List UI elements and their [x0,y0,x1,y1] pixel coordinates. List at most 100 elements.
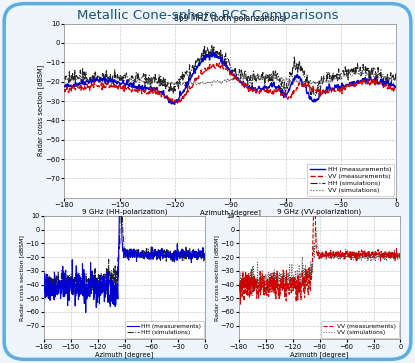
VV (measurements) [285,96,290,100]
HH (measurements) [83,310,88,315]
VV (simulations) [312,82,317,86]
HH (simulations) [394,76,399,80]
HH (measurements) [209,50,214,54]
VV (simulations) [250,293,255,298]
VV (simulations) [394,77,399,82]
VV (simulations) [364,70,369,74]
HH (simulations) [117,214,122,218]
Legend: HH (measurements), HH (simulations): HH (measurements), HH (simulations) [125,321,204,338]
HH (simulations) [83,293,88,297]
VV (simulations) [258,76,263,81]
VV (simulations) [278,288,283,293]
Line: VV (simulations): VV (simulations) [64,72,396,87]
VV (measurements) [359,251,364,255]
VV (simulations) [398,255,403,260]
X-axis label: Azimuth [degree]: Azimuth [degree] [200,209,261,216]
HH (measurements) [70,257,75,262]
VV (measurements) [265,277,270,282]
X-axis label: Azimuth [degree]: Azimuth [degree] [290,351,349,358]
VV (measurements) [217,61,222,65]
HH (simulations) [209,43,214,47]
Title: 9 GHz (VV-polarization): 9 GHz (VV-polarization) [278,208,361,215]
HH (simulations) [121,76,126,80]
HH (measurements) [121,78,126,83]
VV (simulations) [236,277,241,282]
HH (measurements) [259,88,264,92]
Legend: HH (measurements), VV (measurements), HH (simulations), VV (simulations): HH (measurements), VV (measurements), HH… [307,163,394,196]
HH (simulations) [147,78,152,82]
Legend: VV (measurements), VV (simulations): VV (measurements), VV (simulations) [321,321,399,338]
VV (simulations) [212,80,217,84]
VV (measurements) [313,87,318,91]
VV (simulations) [313,226,318,231]
VV (measurements) [238,302,243,306]
Title: 869 MHZ (both polarizations): 869 MHZ (both polarizations) [174,14,287,23]
VV (simulations) [121,80,126,84]
VV (measurements) [236,281,241,285]
HH (simulations) [258,76,263,81]
VV (simulations) [156,85,161,89]
VV (measurements) [332,253,337,257]
HH (measurements) [164,252,168,256]
Line: HH (measurements): HH (measurements) [64,52,396,104]
HH (measurements) [150,251,155,256]
Line: VV (measurements): VV (measurements) [64,63,396,102]
HH (simulations) [284,81,289,86]
Y-axis label: Radar cross section [dBSM]: Radar cross section [dBSM] [214,235,219,321]
HH (measurements) [313,97,318,102]
HH (simulations) [312,92,317,97]
VV (measurements) [62,87,67,91]
Y-axis label: Radar cross section [dBSM]: Radar cross section [dBSM] [37,65,44,156]
HH (simulations) [46,296,51,300]
HH (measurements) [137,253,142,258]
HH (measurements) [203,253,208,257]
HH (measurements) [117,214,122,218]
VV (simulations) [62,74,67,78]
HH (measurements) [172,102,177,106]
VV (measurements) [398,251,403,255]
Line: VV (simulations): VV (simulations) [239,228,400,295]
VV (simulations) [345,254,350,258]
VV (simulations) [332,255,337,260]
VV (measurements) [121,87,126,92]
HH (simulations) [164,253,168,257]
Line: HH (measurements): HH (measurements) [44,216,205,313]
HH (simulations) [41,292,46,296]
HH (measurements) [394,83,399,88]
HH (simulations) [203,252,208,256]
VV (measurements) [212,66,217,70]
HH (simulations) [137,254,142,258]
VV (measurements) [173,100,178,105]
HH (measurements) [41,291,46,295]
VV (measurements) [278,277,283,282]
VV (simulations) [265,289,270,293]
Text: Metallic Cone-sphere RCS Comparisons: Metallic Cone-sphere RCS Comparisons [77,9,338,22]
VV (measurements) [394,85,399,90]
HH (simulations) [70,274,75,278]
VV (measurements) [310,261,315,265]
HH (measurements) [213,53,218,58]
VV (measurements) [259,88,264,92]
Line: VV (measurements): VV (measurements) [239,216,400,304]
HH (measurements) [147,86,152,90]
VV (simulations) [147,81,152,85]
HH (simulations) [150,252,155,256]
HH (measurements) [285,91,290,95]
VV (simulations) [359,257,364,262]
Y-axis label: Radar cross section [dBSM]: Radar cross section [dBSM] [19,235,24,321]
Line: HH (simulations): HH (simulations) [64,45,396,96]
VV (simulations) [284,78,289,82]
HH (simulations) [313,94,318,98]
HH (simulations) [212,50,217,54]
VV (measurements) [147,91,152,95]
HH (measurements) [115,284,120,288]
VV (measurements) [311,214,316,218]
VV (measurements) [345,249,350,253]
HH (simulations) [62,75,67,79]
Title: 9 GHz (HH-polarization): 9 GHz (HH-polarization) [82,208,167,215]
VV (simulations) [310,262,315,267]
X-axis label: Azimuth [degree]: Azimuth [degree] [95,351,154,358]
HH (simulations) [115,270,120,274]
HH (measurements) [83,295,88,299]
Line: HH (simulations): HH (simulations) [44,216,205,298]
